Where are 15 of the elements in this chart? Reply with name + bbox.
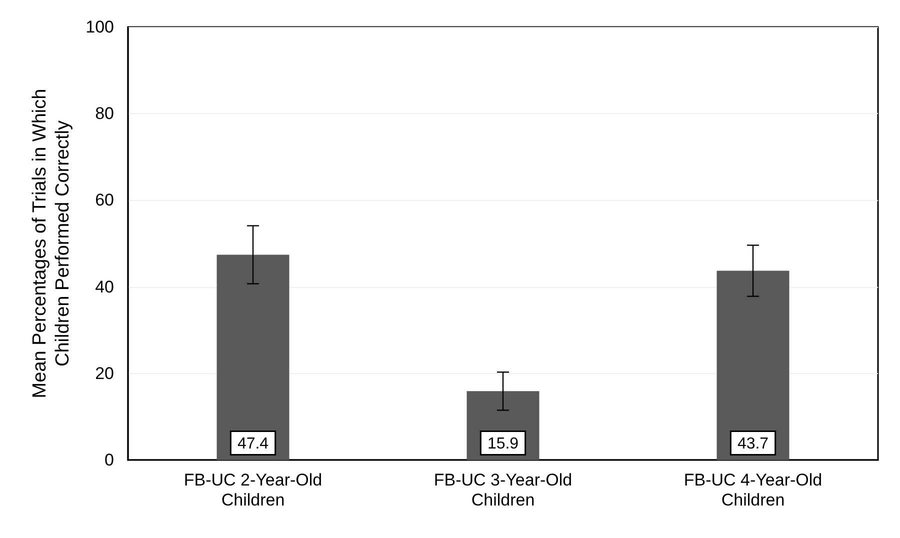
- y-tick-label: 0: [104, 450, 114, 470]
- y-tick-label: 20: [95, 364, 114, 383]
- data-label: 43.7: [737, 436, 769, 452]
- y-tick-label: 40: [95, 277, 114, 296]
- x-tick-label: FB-UC 3-Year-Old Children: [434, 470, 572, 510]
- data-label: 47.4: [237, 436, 269, 452]
- x-tick-label: FB-UC 2-Year-Old Children: [184, 470, 322, 510]
- bar: [716, 270, 790, 460]
- x-tick-label: FB-UC 4-Year-Old Children: [684, 470, 822, 510]
- y-axis-title: Mean Percentages of Trials in Which Children Performed Correctly: [30, 88, 74, 398]
- data-label: 15.9: [487, 436, 519, 452]
- y-tick-label: 80: [95, 104, 114, 124]
- y-tick-label: 100: [86, 18, 114, 36]
- bar: [216, 254, 290, 460]
- y-tick-label: 60: [95, 190, 114, 210]
